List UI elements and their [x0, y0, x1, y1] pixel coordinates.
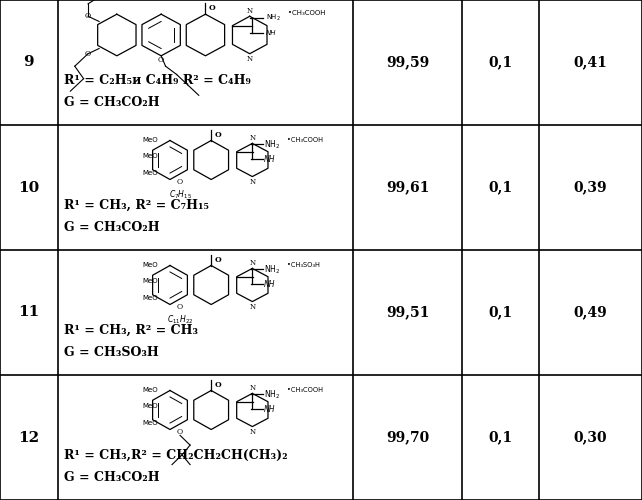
Text: MeO: MeO [143, 262, 158, 268]
Text: R¹ = C₂H₅и C₄H₉ R² = C₄H₉: R¹ = C₂H₅и C₄H₉ R² = C₄H₉ [64, 74, 251, 86]
Text: 99,61: 99,61 [386, 180, 429, 194]
Text: 11: 11 [18, 306, 40, 320]
Text: O: O [177, 428, 183, 436]
Text: G = CH₃SO₃H: G = CH₃SO₃H [64, 346, 159, 359]
Text: N: N [247, 55, 253, 63]
Text: NH: NH [264, 404, 275, 413]
Text: MeO: MeO [143, 403, 158, 409]
Text: O: O [214, 381, 221, 389]
Text: NH$_2$: NH$_2$ [264, 138, 280, 150]
Text: $C_7H_{15}$: $C_7H_{15}$ [169, 189, 191, 202]
Text: N: N [249, 134, 256, 142]
Text: G = CH₃CO₂H: G = CH₃CO₂H [64, 221, 160, 234]
Text: NH$_2$: NH$_2$ [264, 263, 280, 276]
Text: NH: NH [264, 280, 275, 288]
Text: N: N [249, 303, 256, 311]
Text: N: N [249, 428, 256, 436]
Text: G = CH₃CO₂H: G = CH₃CO₂H [64, 96, 160, 109]
Text: 99,59: 99,59 [386, 56, 429, 70]
Text: MeO: MeO [143, 170, 158, 175]
Text: 10: 10 [18, 180, 40, 194]
Text: 9: 9 [24, 56, 34, 70]
Text: N: N [247, 7, 253, 15]
Text: 0,1: 0,1 [489, 180, 513, 194]
Text: O: O [177, 178, 183, 186]
Text: 0,30: 0,30 [574, 430, 607, 444]
Text: O: O [214, 131, 221, 139]
Text: NH$_2$: NH$_2$ [266, 14, 281, 24]
Text: 99,51: 99,51 [386, 306, 429, 320]
Text: 0,49: 0,49 [574, 306, 607, 320]
Text: MeO: MeO [143, 294, 158, 300]
Text: O: O [85, 12, 91, 20]
Text: NH: NH [266, 30, 276, 36]
Text: MeO: MeO [143, 153, 158, 159]
Text: MeO: MeO [143, 278, 158, 284]
Text: R¹ = CH₃,R² = CH₂CH₂CH(CH₃)₂: R¹ = CH₃,R² = CH₂CH₂CH(CH₃)₂ [64, 448, 288, 462]
Text: R¹ = CH₃, R² = C₇H₁₅: R¹ = CH₃, R² = C₇H₁₅ [64, 198, 209, 211]
Text: 0,1: 0,1 [489, 306, 513, 320]
Text: 0,1: 0,1 [489, 56, 513, 70]
Text: O: O [158, 56, 164, 64]
Text: O: O [214, 256, 221, 264]
Text: N: N [249, 178, 256, 186]
Text: 0,1: 0,1 [489, 430, 513, 444]
Text: 0,41: 0,41 [574, 56, 607, 70]
Text: MeO: MeO [143, 386, 158, 392]
Text: O: O [85, 50, 91, 58]
Text: •CH₃SO₃H: •CH₃SO₃H [287, 262, 320, 268]
Text: G = CH₃CO₂H: G = CH₃CO₂H [64, 471, 160, 484]
Text: NH: NH [264, 154, 275, 164]
Text: NH$_2$: NH$_2$ [264, 388, 280, 400]
Text: •CH₃COOH: •CH₃COOH [287, 137, 323, 143]
Text: $C_{11}H_{22}$: $C_{11}H_{22}$ [167, 314, 193, 326]
Text: MeO: MeO [143, 420, 158, 426]
Text: •CH₃COOH: •CH₃COOH [288, 10, 325, 16]
Text: MeO: MeO [143, 136, 158, 142]
Text: 99,70: 99,70 [386, 430, 429, 444]
Text: •CH₃COOH: •CH₃COOH [287, 387, 323, 393]
Text: O: O [177, 304, 183, 312]
Text: 12: 12 [19, 430, 39, 444]
Text: 0,39: 0,39 [574, 180, 607, 194]
Text: O: O [209, 4, 216, 12]
Text: N: N [249, 384, 256, 392]
Text: R¹ = CH₃, R² = CH₃: R¹ = CH₃, R² = CH₃ [64, 324, 198, 336]
Text: N: N [249, 259, 256, 267]
